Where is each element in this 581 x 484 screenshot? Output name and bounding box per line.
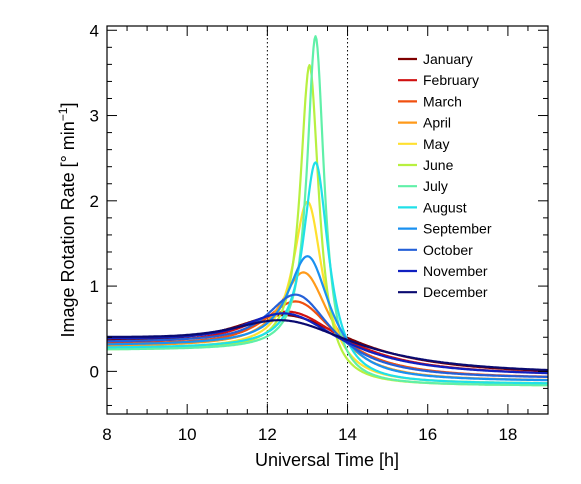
series-line-september [107,255,548,382]
y-axis: 0 1 2 3 4 [90,21,548,406]
legend-label-february: February [423,72,479,88]
legend-label-may: May [423,136,449,152]
legend-label-january: January [423,51,473,67]
legend-label-june: June [423,157,454,173]
legend-label-november: November [423,263,488,279]
x-tick-label: 10 [178,425,197,444]
x-axis: 8 10 12 14 16 18 [102,26,549,444]
x-tick-label: 16 [418,425,437,444]
legend-label-december: December [423,284,488,300]
x-tick-label: 14 [338,425,357,444]
legend-label-october: October [423,242,473,258]
y-tick-label: 3 [90,107,99,126]
series-line-july [107,35,548,387]
legend: January February March April May June July Augu… [398,51,492,300]
x-tick-label: 12 [258,425,277,444]
y-tick-label: 1 [90,277,99,296]
series-line-december [107,319,548,372]
x-tick-label: 8 [102,425,111,444]
legend-label-august: August [423,199,467,215]
series-line-october [107,293,548,378]
y-tick-label: 4 [90,21,99,40]
x-axis-label: Universal Time [h] [255,450,399,470]
y-axis-label: Image Rotation Rate [° min−1] [56,102,78,337]
reference-lines [266,26,349,414]
x-tick-label: 18 [498,425,517,444]
y-tick-label: 0 [90,362,99,381]
series-layer [107,35,548,387]
legend-label-march: March [423,93,462,109]
legend-label-september: September [423,221,492,237]
y-tick-label: 2 [90,192,99,211]
legend-label-july: July [423,178,448,194]
y-axis-label-superscript: −1 [56,107,70,121]
series-line-august [107,161,548,385]
legend-label-april: April [423,115,451,131]
